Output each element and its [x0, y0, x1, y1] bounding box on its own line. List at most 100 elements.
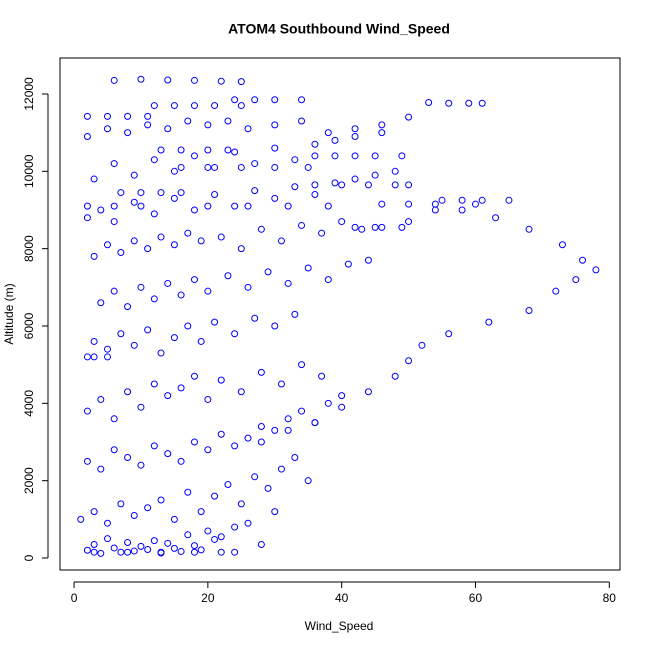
point	[104, 345, 112, 353]
point	[144, 326, 152, 334]
point	[338, 181, 346, 189]
point	[124, 548, 132, 556]
point	[351, 125, 359, 133]
point	[271, 508, 279, 516]
point	[298, 117, 306, 125]
point	[358, 225, 366, 233]
point	[204, 446, 212, 454]
point	[124, 453, 132, 461]
point	[130, 547, 138, 555]
point	[137, 403, 145, 411]
point	[318, 229, 326, 237]
point	[237, 102, 245, 110]
point	[110, 218, 118, 226]
point	[311, 152, 319, 160]
point	[137, 189, 145, 197]
point	[164, 76, 172, 84]
point	[164, 539, 172, 547]
point	[130, 198, 138, 206]
point	[231, 523, 239, 531]
point	[231, 548, 239, 556]
point	[117, 330, 125, 338]
point	[124, 112, 132, 120]
point	[83, 407, 91, 415]
point	[298, 361, 306, 369]
point	[478, 196, 486, 204]
point	[237, 388, 245, 396]
point	[164, 450, 172, 458]
point	[177, 291, 185, 299]
point	[170, 167, 178, 175]
point	[552, 287, 560, 295]
point	[177, 146, 185, 154]
point	[277, 465, 285, 473]
point	[110, 415, 118, 423]
point	[130, 171, 138, 179]
point	[197, 337, 205, 345]
point	[130, 341, 138, 349]
point	[204, 146, 212, 154]
point	[110, 287, 118, 295]
point	[83, 214, 91, 222]
point	[97, 299, 105, 307]
y-tick-label: 2000	[22, 467, 36, 494]
point	[170, 194, 178, 202]
point	[405, 357, 413, 365]
point	[237, 500, 245, 508]
point	[137, 202, 145, 210]
point	[405, 113, 413, 121]
point	[83, 353, 91, 361]
point	[244, 519, 252, 527]
point	[190, 548, 198, 556]
point	[592, 266, 600, 274]
point	[157, 233, 165, 241]
point	[398, 152, 406, 160]
point	[177, 384, 185, 392]
point	[231, 148, 239, 156]
point	[338, 392, 346, 400]
point	[251, 473, 259, 481]
point	[431, 200, 439, 208]
point	[204, 395, 212, 403]
point	[190, 372, 198, 380]
point	[117, 548, 125, 556]
point	[331, 179, 339, 187]
point	[144, 504, 152, 512]
point	[90, 175, 98, 183]
x-tick-label: 20	[201, 591, 215, 605]
point	[104, 112, 112, 120]
point	[130, 237, 138, 245]
point	[505, 196, 513, 204]
point	[284, 415, 292, 423]
point	[104, 535, 112, 543]
point	[184, 322, 192, 330]
point	[492, 214, 500, 222]
point	[344, 260, 352, 268]
point	[184, 488, 192, 496]
x-tick-label: 80	[603, 591, 617, 605]
point	[137, 283, 145, 291]
point	[224, 481, 232, 489]
point	[331, 152, 339, 160]
point	[231, 202, 239, 210]
point	[251, 96, 259, 104]
point	[378, 121, 386, 129]
point	[351, 152, 359, 160]
point	[104, 353, 112, 361]
point	[572, 276, 580, 284]
point	[204, 287, 212, 295]
point	[211, 535, 219, 543]
point	[298, 407, 306, 415]
point	[244, 202, 252, 210]
y-axis-label: Altitude (m)	[2, 283, 16, 344]
point	[211, 191, 219, 199]
point	[244, 283, 252, 291]
point	[90, 508, 98, 516]
point	[170, 334, 178, 342]
point	[97, 465, 105, 473]
point	[83, 133, 91, 141]
point	[184, 531, 192, 539]
point	[190, 438, 198, 446]
point	[271, 194, 279, 202]
point	[398, 223, 406, 231]
